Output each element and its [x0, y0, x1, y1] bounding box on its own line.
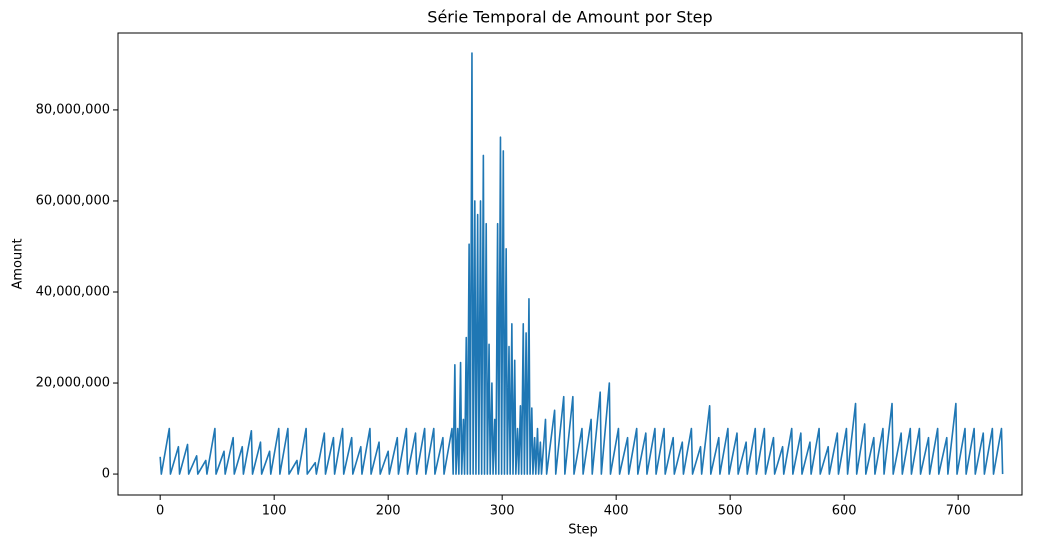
y-tick-label: 80,000,000	[36, 102, 110, 117]
y-tick-label: 60,000,000	[36, 193, 110, 208]
x-tick-label: 300	[490, 504, 515, 519]
y-axis-label: Amount	[11, 238, 26, 289]
x-tick-label: 400	[604, 504, 629, 519]
y-tick-label: 0	[102, 467, 110, 482]
x-axis-label: Step	[568, 523, 598, 538]
x-tick-label: 500	[718, 504, 743, 519]
y-tick-label: 20,000,000	[36, 376, 110, 391]
plot-frame	[117, 32, 1023, 496]
x-tick-label: 700	[946, 504, 971, 519]
x-tick-label: 600	[832, 504, 857, 519]
x-tick-label: 0	[156, 504, 164, 519]
y-tick-label: 40,000,000	[36, 284, 110, 299]
x-tick-label: 200	[376, 504, 401, 519]
x-tick-label: 100	[262, 504, 287, 519]
chart-title: Série Temporal de Amount por Step	[427, 8, 712, 27]
data-line	[159, 52, 1004, 475]
